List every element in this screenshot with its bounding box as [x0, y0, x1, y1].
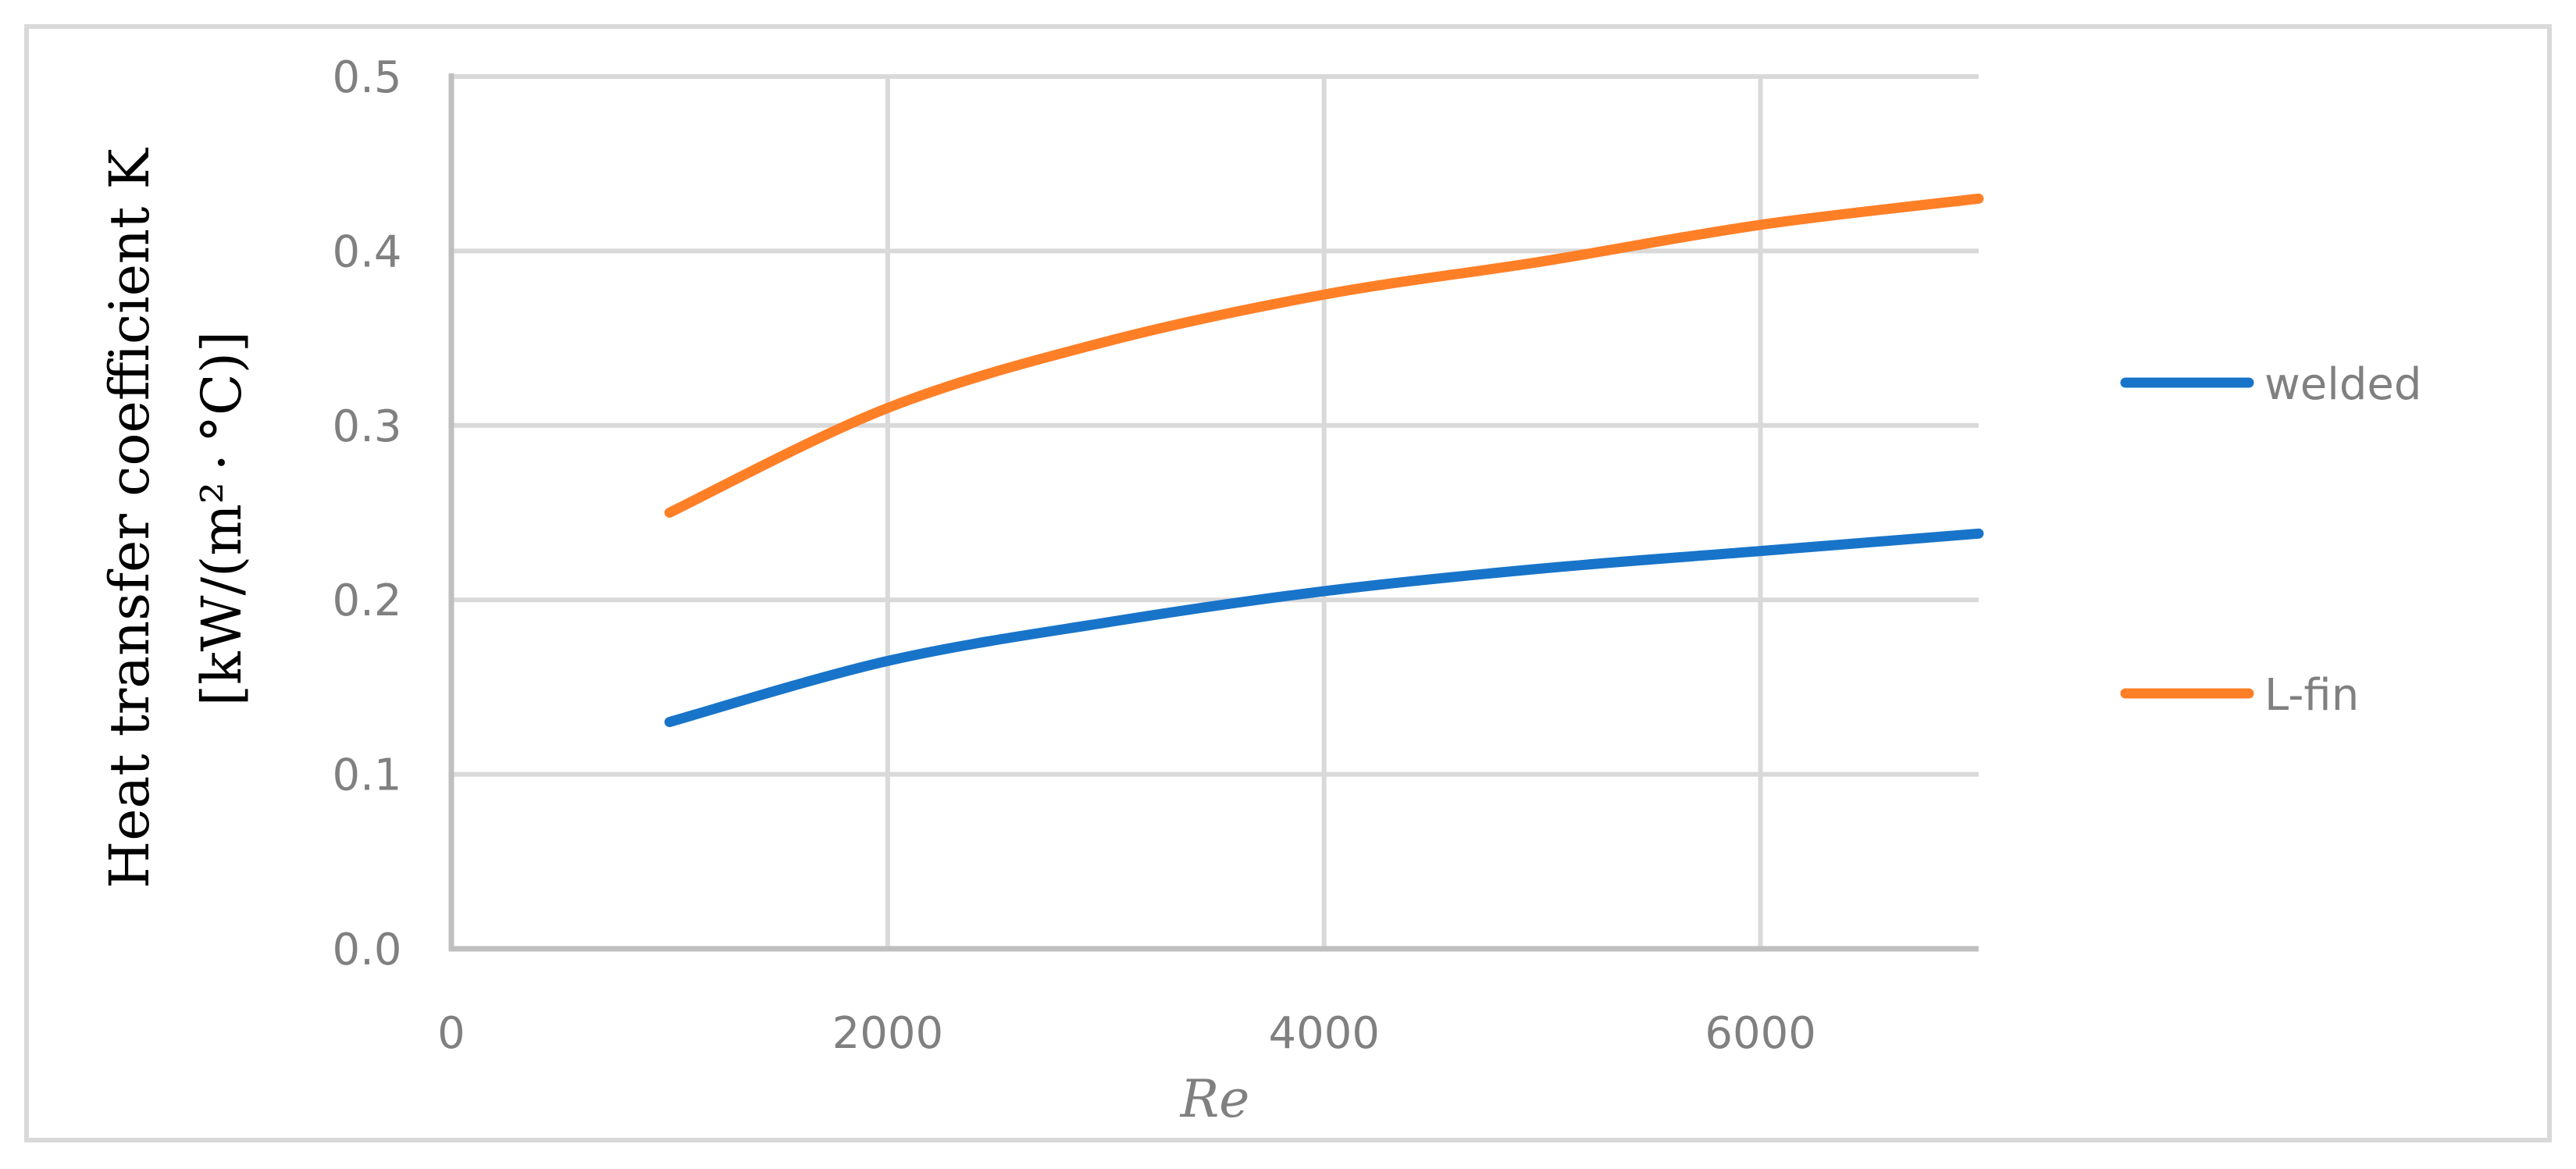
y-axis-ticks: 0.0 0.1 0.2 0.3 0.4 0.5: [332, 52, 401, 975]
chart-frame: [24, 24, 2552, 1142]
series-lines: [664, 193, 1984, 728]
y-axis-label-line1: Heat transfer coefficient K: [98, 147, 162, 888]
axes: [448, 73, 1979, 952]
gridlines: [451, 74, 1979, 949]
y-tick-label: 0.4: [332, 226, 401, 277]
x-tick-label: 2000: [832, 1008, 944, 1059]
y-tick-label: 0.1: [332, 750, 401, 801]
y-tick-label: 0.5: [332, 52, 401, 103]
y-axis-label-line2: [kW/(m² · °C)]: [190, 331, 254, 706]
legend-label: L-fin: [2264, 670, 2359, 721]
y-tick-label: 0.0: [332, 925, 401, 975]
legend-item-welded: welded: [2120, 359, 2421, 410]
series-line-l-fin: [664, 193, 1984, 518]
y-tick-label: 0.2: [332, 576, 401, 626]
x-axis-ticks: 0 2000 4000 6000: [437, 1008, 1816, 1059]
legend-item-l-fin: L-fin: [2120, 670, 2359, 721]
series-line-welded: [664, 528, 1984, 728]
legend-label: welded: [2264, 359, 2421, 410]
x-tick-label: 6000: [1705, 1008, 1816, 1059]
legend: welded L-fin: [2120, 359, 2421, 721]
x-tick-label: 0: [437, 1008, 465, 1059]
x-axis-label: Re: [1180, 1069, 1250, 1129]
y-tick-label: 0.3: [332, 401, 401, 452]
x-tick-label: 4000: [1268, 1008, 1380, 1059]
